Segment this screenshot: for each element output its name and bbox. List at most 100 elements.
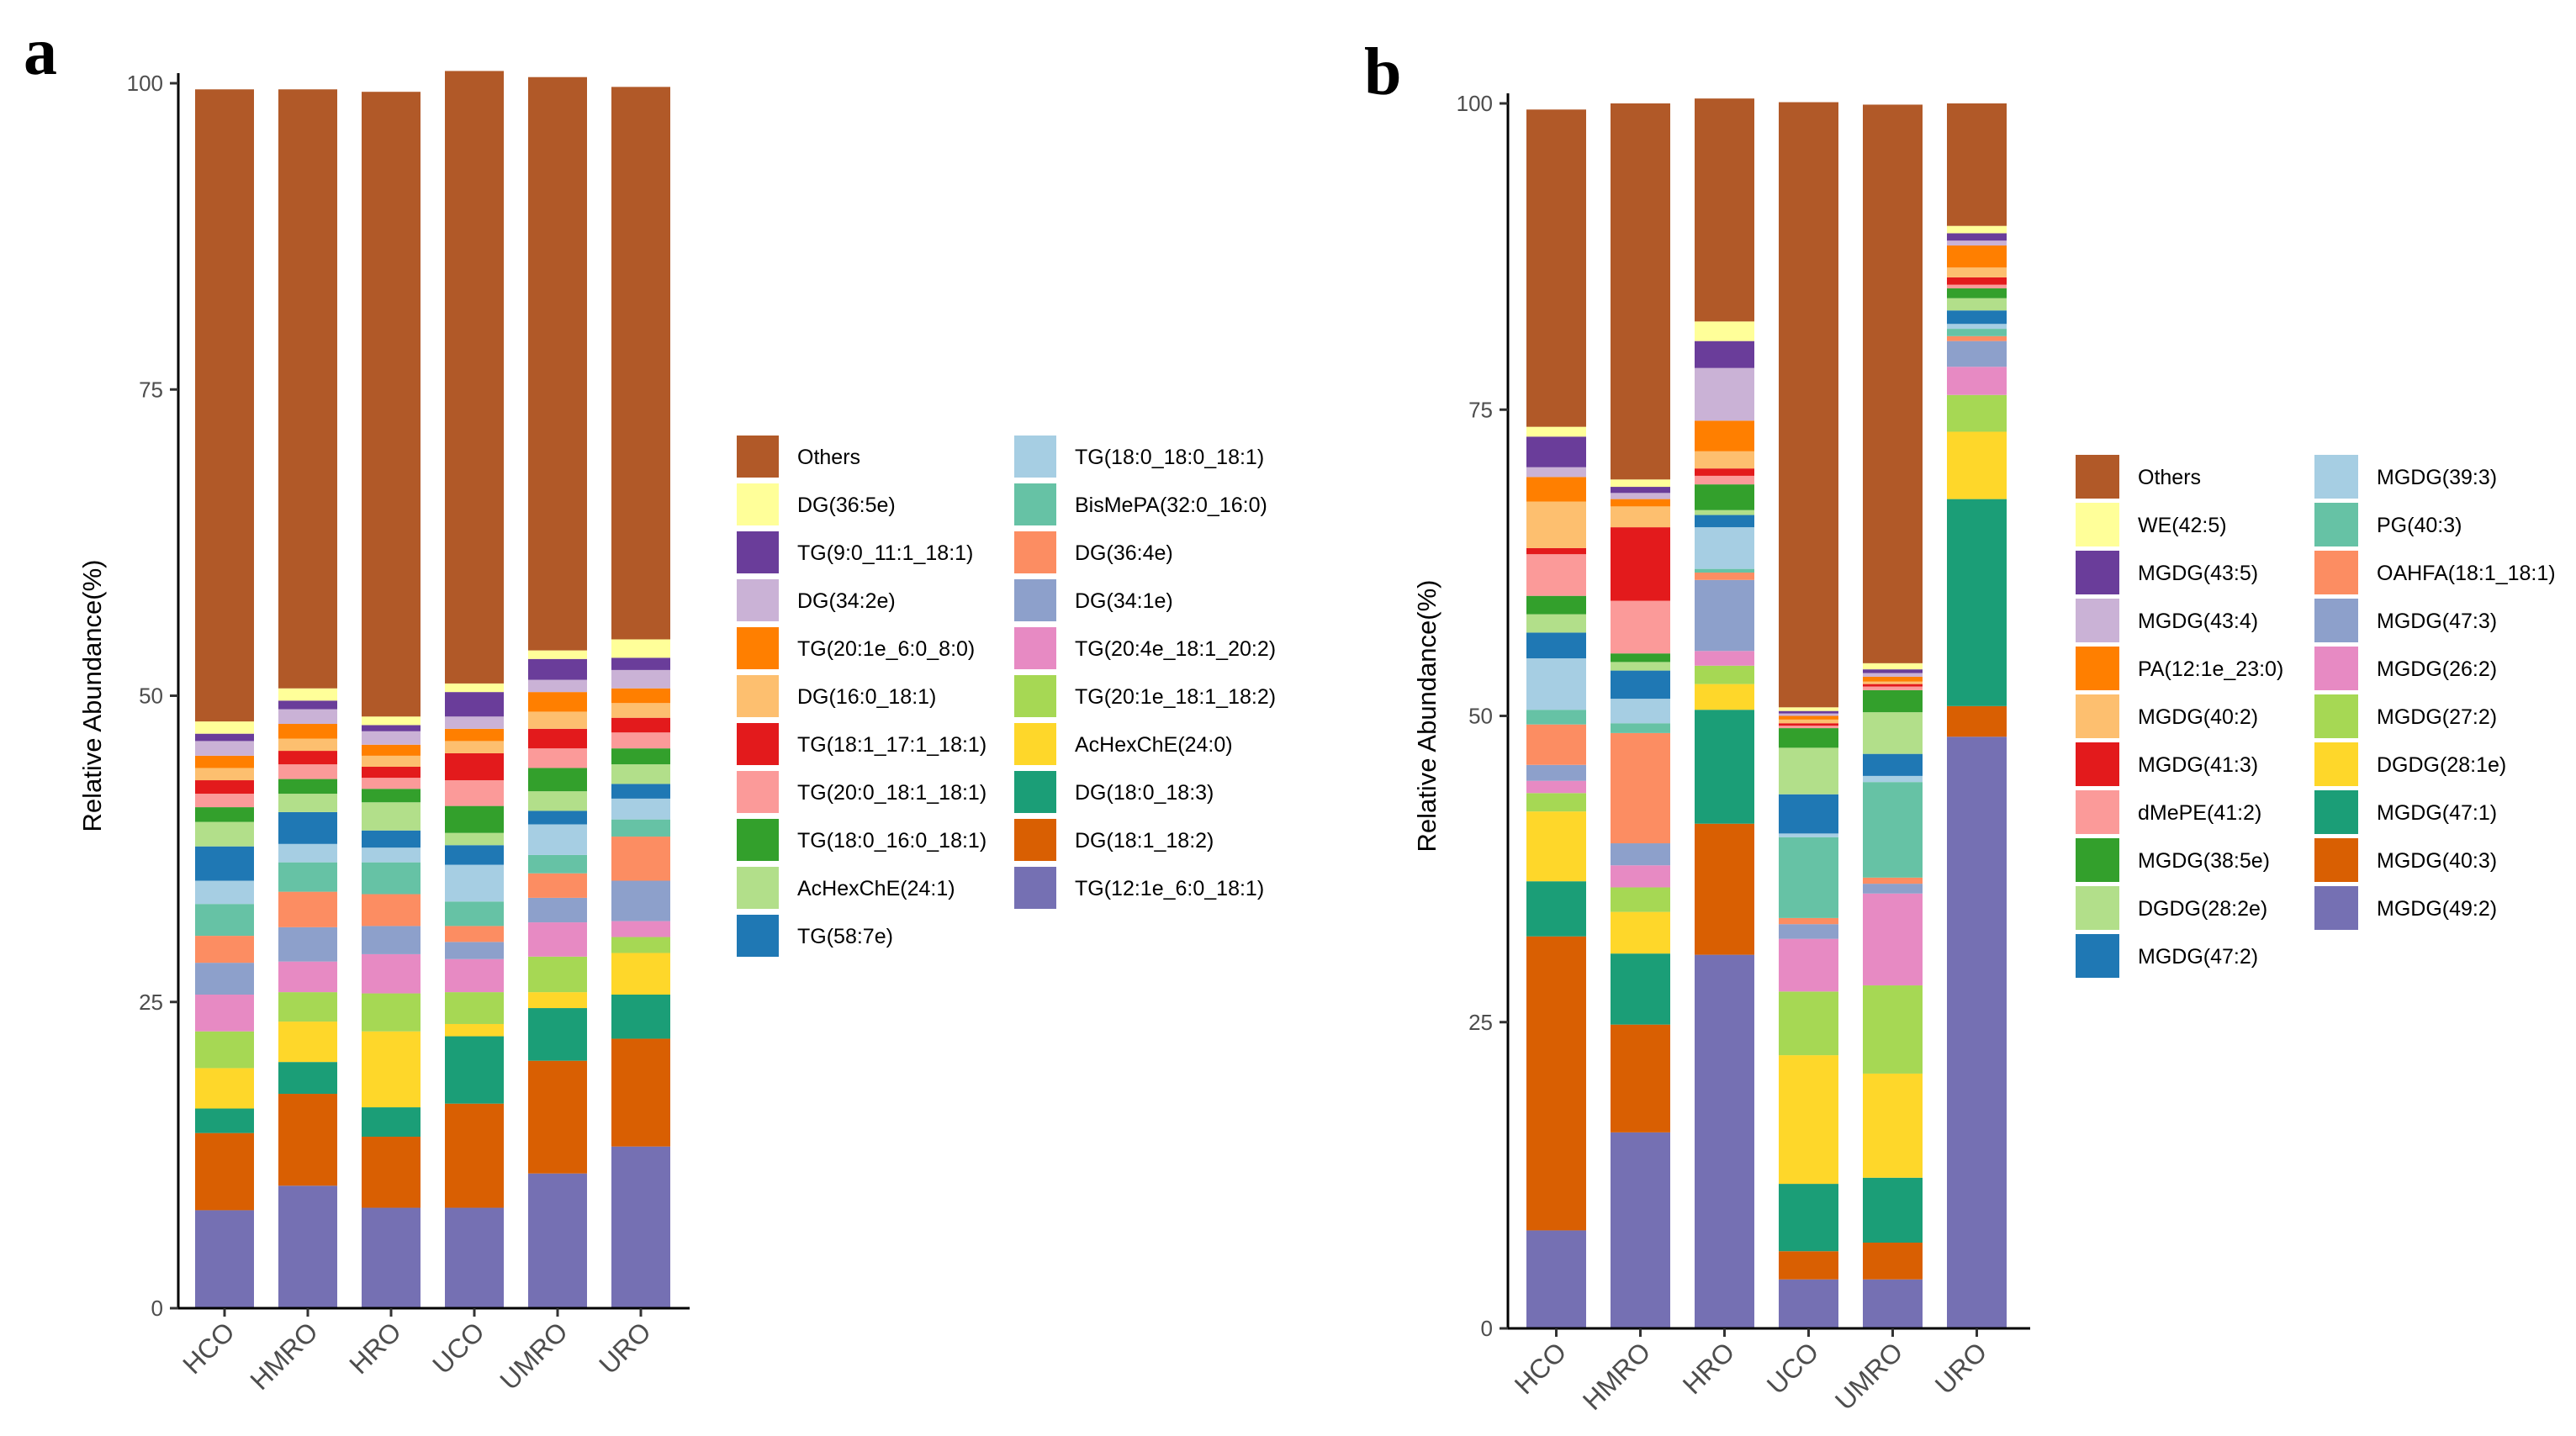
- panel-a-bar-hco-tg-20-1e-6-0-8-0: [195, 755, 254, 768]
- panel-b-bar-hmro-mgdg-40-2: [1611, 506, 1670, 528]
- panel-b-bar-uco-dgdg-28-2e: [1779, 747, 1838, 795]
- panel-b-bar-uco-mgdg-41-3: [1779, 723, 1838, 726]
- panel-b-legend-swatch-mgdg-27-2: [2314, 694, 2358, 738]
- panel-b-bar-umro-mgdg-43-5: [1863, 669, 1923, 673]
- panel-b-x-tick-label-uco: UCO: [1761, 1336, 1825, 1400]
- panel-b-bar-hmro-mgdg-43-5: [1611, 487, 1670, 494]
- panel-a-legend-swatch-tg-9-0-11-1-18-1: [737, 531, 779, 573]
- panel-a-bar-hro-tg-12-1e-6-0-18-1: [362, 1207, 421, 1308]
- panel-a-legend-label-tg-20-4e-18-1-20-2: TG(20:4e_18:1_20:2): [1075, 637, 1276, 661]
- panel-b-bar-hro-mgdg-43-5: [1695, 341, 1754, 368]
- panel-a-y-tick-label-0: 0: [151, 1296, 163, 1321]
- panel-a-bar-hmro-tg-20-4e-18-1-20-2: [278, 961, 337, 993]
- panel-b-bar-uco-dgdg-28-1e: [1779, 1055, 1838, 1185]
- panel-a-legend-swatch-tg-18-0-16-0-18-1: [737, 819, 779, 861]
- panel-a-bar-hro-tg-20-1e-6-0-8-0: [362, 744, 421, 756]
- panel-letter-a: a: [24, 15, 57, 89]
- panel-a-bar-hro-dg-34-1e: [362, 926, 421, 954]
- panel-a-bar-umro-tg-20-1e-6-0-8-0: [528, 692, 587, 712]
- panel-a-bar-uco-tg-20-1e-6-0-8-0: [445, 728, 504, 742]
- panel-b-bar-uro-mgdg-43-5: [1947, 233, 2007, 241]
- panel-b-bar-hco-dgdg-28-1e: [1526, 811, 1586, 882]
- panel-b-bar-hco-pa-12-1e-23-0: [1526, 477, 1586, 502]
- panel-a-bar-umro-tg-12-1e-6-0-18-1: [528, 1173, 587, 1308]
- panel-b-bar-hco-mgdg-47-3: [1526, 764, 1586, 781]
- panel-b-bar-uro-mgdg-39-3: [1947, 324, 2007, 330]
- panel-b-bar-uro-others: [1947, 103, 2007, 226]
- panel-b-bar-uro-mgdg-43-4: [1947, 240, 2007, 246]
- panel-b-legend-swatch-mgdg-47-1: [2314, 790, 2358, 834]
- panel-a-bar-hco-tg-12-1e-6-0-18-1: [195, 1210, 254, 1308]
- panel-a-bar-hco-tg-18-0-18-0-18-1: [195, 880, 254, 905]
- panel-a-bar-uro-tg-12-1e-6-0-18-1: [611, 1146, 670, 1308]
- panel-a-bar-uro-tg-20-4e-18-1-20-2: [611, 921, 670, 937]
- panel-b-bar-hmro-pa-12-1e-23-0: [1611, 499, 1670, 507]
- panel-a-bar-umro-tg-9-0-11-1-18-1: [528, 658, 587, 680]
- panel-b-legend-label-dmepe-41-2: dMePE(41:2): [2138, 801, 2261, 825]
- panel-b-legend-label-we-42-5: WE(42:5): [2138, 514, 2227, 537]
- panel-a-legend-label-tg-20-0-18-1-18-1: TG(20:0_18:1_18:1): [797, 781, 986, 805]
- panel-a-legend-swatch-dg-16-0-18-1: [737, 675, 779, 717]
- panel-a-x-tick-label-hro: HRO: [343, 1316, 407, 1380]
- panel-b-bar-umro-mgdg-47-2: [1863, 753, 1923, 776]
- panel-a-bar-hco-tg-9-0-11-1-18-1: [195, 733, 254, 742]
- panel-b-y-tick-label-100: 100: [1457, 91, 1493, 116]
- panel-a-legend-label-dg-36-5e: DG(36:5e): [797, 494, 896, 517]
- panel-b-bar-umro-mgdg-26-2: [1863, 893, 1923, 986]
- panel-a-legend-swatch-achexche-24-0: [1014, 723, 1056, 765]
- panel-a-legend-swatch-dg-18-1-18-2: [1014, 819, 1056, 861]
- panel-a-bar-hmro-bismepa-32-0-16-0: [278, 862, 337, 892]
- panel-b-legend-label-mgdg-40-3: MGDG(40:3): [2377, 849, 2497, 873]
- panel-b-bar-umro-dgdg-28-2e: [1863, 712, 1923, 754]
- panel-a-bar-uro-achexche-24-1: [611, 764, 670, 784]
- panel-b-bar-uco-we-42-5: [1779, 707, 1838, 711]
- panel-b-bar-hro-mgdg-49-2: [1695, 954, 1754, 1328]
- panel-b-x-tick-label-hco: HCO: [1509, 1336, 1573, 1400]
- panel-a-bar-hmro-tg-9-0-11-1-18-1: [278, 700, 337, 710]
- panel-a-bar-uco-others: [445, 71, 504, 684]
- panel-a-legend-label-dg-34-1e: DG(34:1e): [1075, 589, 1173, 613]
- panel-a-bar-uro-dg-36-5e: [611, 639, 670, 658]
- panel-b-bar-umro-we-42-5: [1863, 663, 1923, 670]
- panel-b-legend-label-others: Others: [2138, 466, 2201, 489]
- panel-a-bar-hmro-others: [278, 89, 337, 689]
- panel-b-bar-umro-mgdg-40-3: [1863, 1243, 1923, 1280]
- panel-a-legend-label-tg-58-7e: TG(58:7e): [797, 925, 893, 948]
- panel-a-bar-uro-tg-18-0-16-0-18-1: [611, 748, 670, 765]
- panel-b-bar-uro-pg-40-3: [1947, 329, 2007, 336]
- panel-b-legend-label-mgdg-38-5e: MGDG(38:5e): [2138, 849, 2270, 873]
- panel-b-x-tick-label-umro: UMRO: [1829, 1336, 1909, 1416]
- panel-b-bar-hco-oahfa-18-1-18-1: [1526, 724, 1586, 765]
- panel-a-bar-hro-tg-20-1e-18-1-18-2: [362, 993, 421, 1032]
- panel-b-bar-hmro-mgdg-47-3: [1611, 843, 1670, 866]
- panel-a-bar-uro-dg-18-0-18-3: [611, 995, 670, 1039]
- panel-b-bar-umro-mgdg-47-1: [1863, 1177, 1923, 1243]
- panel-b-y-tick-label-25: 25: [1468, 1010, 1493, 1035]
- panel-a-bar-uro-tg-20-0-18-1-18-1: [611, 732, 670, 749]
- panel-a-bar-hmro-dg-34-1e: [278, 927, 337, 962]
- panel-b-legend-label-mgdg-43-5: MGDG(43:5): [2138, 562, 2258, 585]
- panel-a-bar-hco-dg-18-0-18-3: [195, 1108, 254, 1133]
- panel-b-legend-label-mgdg-26-2: MGDG(26:2): [2377, 657, 2497, 681]
- panel-b-bar-uro-we-42-5: [1947, 225, 2007, 234]
- panel-a-bar-hmro-dg-36-4e: [278, 891, 337, 927]
- panel-b-bar-hmro-mgdg-43-4: [1611, 493, 1670, 499]
- panel-b-legend-label-mgdg-41-3: MGDG(41:3): [2138, 753, 2258, 777]
- panel-b-bar-uro-mgdg-40-2: [1947, 267, 2007, 277]
- panel-a-bar-hco-dg-36-4e: [195, 936, 254, 963]
- panel-a-bar-uco-tg-9-0-11-1-18-1: [445, 692, 504, 717]
- panel-a-bar-uco-dg-18-1-18-2: [445, 1103, 504, 1208]
- panel-a-legend-swatch-tg-20-4e-18-1-20-2: [1014, 627, 1056, 669]
- panel-b-bar-hmro-pg-40-3: [1611, 723, 1670, 733]
- panel-b-bar-hmro-oahfa-18-1-18-1: [1611, 732, 1670, 844]
- panel-b-bar-uro-dgdg-28-2e: [1947, 298, 2007, 311]
- panel-b-bar-hco-others: [1526, 109, 1586, 427]
- panel-b-y-tick-label-0: 0: [1481, 1316, 1493, 1341]
- panel-a-bar-uco-tg-20-4e-18-1-20-2: [445, 958, 504, 993]
- panel-b-legend-label-mgdg-47-1: MGDG(47:1): [2377, 801, 2497, 825]
- panel-a-legend-label-others: Others: [797, 446, 860, 469]
- panel-b-bar-umro-mgdg-49-2: [1863, 1279, 1923, 1328]
- panel-b-legend-swatch-pa-12-1e-23-0: [2076, 647, 2119, 690]
- panel-b-bar-hmro-dgdg-28-2e: [1611, 662, 1670, 671]
